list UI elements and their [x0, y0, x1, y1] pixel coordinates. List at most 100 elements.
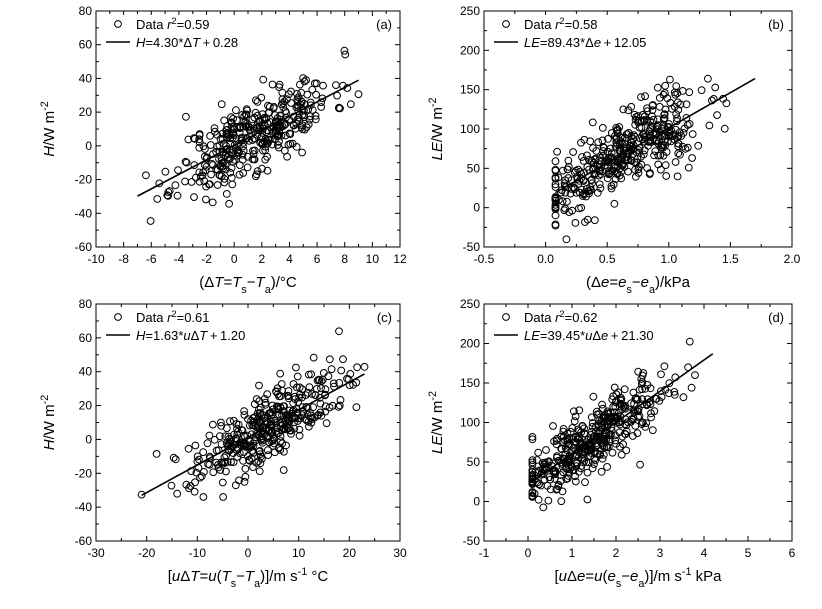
data-point	[278, 386, 287, 395]
data-point	[259, 75, 268, 84]
data-point	[199, 493, 208, 501]
data-point	[255, 381, 263, 390]
data-point	[528, 458, 537, 467]
data-point	[528, 488, 537, 496]
data-point	[251, 108, 260, 117]
data-point	[665, 379, 674, 388]
data-point	[279, 99, 288, 107]
data-point	[559, 166, 567, 175]
data-point	[222, 467, 230, 476]
data-point	[607, 129, 616, 137]
data-point	[627, 102, 636, 111]
data-point	[611, 161, 619, 170]
legend-marker	[114, 20, 122, 28]
x-tick-label: 2	[613, 546, 620, 560]
data-point	[638, 400, 647, 409]
data-point	[182, 158, 191, 167]
data-point	[551, 157, 560, 166]
data-point	[635, 123, 644, 132]
data-point	[255, 467, 264, 476]
data-point	[650, 151, 658, 160]
data-point	[568, 435, 576, 444]
data-point	[616, 144, 625, 152]
data-point	[551, 196, 560, 205]
data-point	[543, 481, 552, 490]
data-point	[597, 467, 606, 476]
data-point	[644, 141, 652, 150]
data-point	[280, 97, 289, 106]
data-point	[610, 199, 619, 208]
data-point	[274, 429, 283, 438]
data-point	[643, 104, 651, 113]
data-point	[253, 98, 262, 106]
data-point	[229, 123, 238, 131]
y-tick-label: 20	[79, 105, 93, 119]
data-point	[589, 392, 598, 401]
data-point	[220, 174, 229, 183]
data-point	[593, 188, 602, 197]
data-point	[286, 426, 294, 435]
data-point	[229, 131, 238, 139]
data-point	[570, 168, 579, 177]
data-point	[626, 156, 635, 165]
data-point	[610, 413, 619, 421]
data-point	[217, 156, 226, 165]
data-point	[586, 186, 595, 195]
legend: Data r2=0.58 LE=89.43*Δe + 12.05	[492, 15, 682, 51]
x-axis-label: (ΔT=Ts−Ta)/°C	[199, 274, 297, 296]
data-point	[585, 155, 593, 164]
data-point	[276, 403, 285, 412]
data-point	[335, 379, 344, 387]
y-tick-label: 0	[85, 432, 92, 446]
data-point	[572, 188, 581, 197]
data-point	[606, 144, 615, 153]
data-point	[647, 409, 655, 418]
data-point	[618, 401, 626, 409]
y-axis-label: LE/W m-2	[427, 98, 446, 161]
data-point	[634, 367, 643, 376]
data-point	[598, 124, 607, 132]
x-tick-label: 20	[343, 546, 357, 560]
data-point	[280, 146, 289, 155]
data-point	[583, 163, 592, 171]
data-point	[187, 178, 196, 186]
data-point	[722, 99, 731, 108]
x-tick-label: 30	[393, 546, 407, 560]
data-point	[295, 383, 304, 392]
legend-data-label: Data r2=0.62	[524, 309, 598, 325]
data-point	[639, 116, 648, 124]
data-point	[705, 121, 714, 130]
data-point	[321, 407, 330, 416]
data-point	[593, 449, 601, 458]
data-point	[299, 74, 308, 82]
y-tick-label: 0	[473, 201, 480, 215]
data-point	[711, 83, 720, 92]
legend-background	[492, 308, 682, 344]
data-point	[581, 218, 589, 227]
data-point	[308, 390, 316, 398]
data-point	[230, 141, 239, 149]
data-point	[577, 464, 585, 473]
data-point	[340, 46, 349, 55]
data-point	[210, 435, 219, 444]
data-point	[652, 136, 661, 145]
data-point	[325, 355, 334, 364]
data-point	[582, 458, 591, 467]
data-point	[271, 111, 279, 119]
data-point	[295, 431, 304, 440]
data-point	[222, 165, 230, 174]
data-point	[334, 403, 343, 411]
data-point	[268, 428, 277, 437]
x-tick-label: 10	[366, 252, 380, 266]
data-point	[300, 77, 309, 86]
panel-a: -10 -8 -6 -4 -2 0 2 4 6 8 10 12-60-40-20020406080(Δ…	[39, 4, 407, 296]
data-point	[559, 425, 568, 433]
data-point	[259, 435, 268, 444]
x-tick-label: 0.5	[599, 252, 616, 266]
data-point	[337, 366, 346, 375]
y-tick-label: -50	[463, 240, 481, 254]
data-point	[565, 208, 573, 217]
data-point	[636, 460, 644, 469]
data-point	[221, 432, 230, 441]
data-point	[305, 422, 313, 431]
